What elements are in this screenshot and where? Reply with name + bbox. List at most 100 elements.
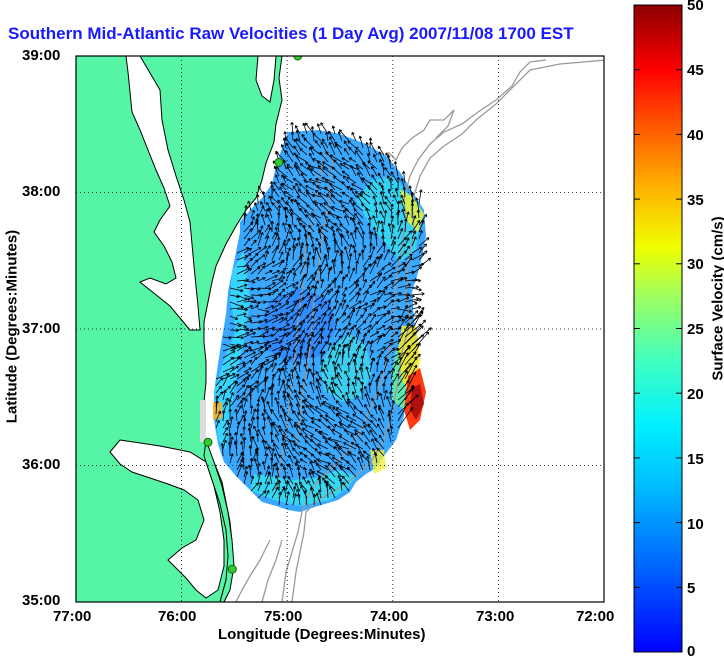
velocity-vector: [239, 399, 245, 415]
velocity-vector: [264, 338, 279, 345]
velocity-vector: [404, 334, 425, 352]
velocity-vector: [243, 351, 257, 359]
velocity-vector: [264, 250, 269, 261]
velocity-vector: [397, 304, 408, 324]
velocity-vector: [250, 266, 261, 275]
velocity-vector: [325, 452, 336, 464]
velocity-vector: [339, 199, 350, 205]
velocity-vector: [236, 322, 247, 328]
velocity-vector: [312, 132, 322, 142]
velocity-vector: [295, 403, 301, 415]
velocity-vector: [292, 185, 301, 198]
velocity-vector: [256, 380, 260, 394]
velocity-vector: [299, 292, 311, 303]
velocity-vector: [222, 397, 229, 408]
velocity-vector: [369, 298, 377, 310]
x-tick-label: 77:00: [53, 608, 92, 625]
velocity-vector: [320, 283, 332, 296]
velocity-vector: [369, 242, 373, 254]
velocity-vector: [285, 442, 294, 457]
velocity-vector: [318, 192, 329, 205]
velocity-vector: [411, 292, 425, 296]
velocity-vector: [369, 349, 374, 359]
velocity-vector: [294, 161, 301, 170]
velocity-vector: [337, 447, 350, 457]
velocity-vector: [229, 315, 239, 320]
velocity-vector: [282, 475, 287, 485]
velocity-vector: [329, 136, 336, 149]
velocity-yellow-south: [370, 450, 386, 474]
velocity-vector: [411, 219, 421, 233]
velocity-vector: [315, 185, 329, 191]
velocity-vector: [320, 359, 325, 373]
velocity-vector: [306, 276, 315, 289]
velocity-vector: [285, 224, 292, 240]
velocity-vector: [315, 378, 322, 394]
velocity-vector: [331, 205, 343, 212]
velocity-vector: [308, 152, 315, 163]
velocity-vector: [366, 455, 371, 471]
velocity-vector: [215, 377, 224, 387]
velocity-vector: [271, 316, 285, 324]
velocity-vector: [411, 236, 417, 247]
velocity-vector: [293, 145, 301, 156]
velocity-vector: [396, 176, 401, 191]
velocity-vector: [266, 416, 273, 429]
velocity-vector: [321, 138, 329, 149]
velocity-vector: [346, 343, 350, 359]
velocity-vector: [357, 456, 364, 471]
velocity-vector: [304, 122, 315, 135]
velocity-vector: [338, 129, 350, 142]
gridlines: [76, 56, 604, 602]
velocity-vector: [341, 299, 347, 310]
velocity-vector: [362, 266, 367, 282]
velocity-vector: [299, 163, 308, 170]
velocity-vector: [243, 257, 253, 268]
velocity-vector: [292, 309, 302, 317]
velocity-vector: [305, 404, 315, 415]
velocity-vector: [304, 352, 308, 366]
velocity-vector: [269, 457, 274, 471]
colorbar-tick-label: 20: [687, 386, 704, 403]
velocity-vector: [264, 282, 276, 289]
velocity-vector: [303, 137, 315, 149]
velocity-vector: [404, 237, 410, 247]
velocity-vector: [243, 471, 249, 485]
velocity-vector: [250, 340, 260, 345]
velocity-vector: [327, 211, 343, 219]
velocity-vector: [308, 178, 322, 184]
velocity-vector: [397, 322, 410, 345]
velocity-vector: [397, 406, 414, 429]
velocity-vector: [278, 282, 287, 289]
velocity-vector: [292, 334, 301, 345]
velocity-vector: [229, 453, 234, 464]
velocity-vector: [347, 140, 357, 149]
velocity-vector: [360, 249, 365, 261]
velocity-vector: [313, 294, 324, 303]
velocity-vector: [382, 242, 387, 254]
velocity-vector: [374, 379, 379, 394]
velocity-vector: [338, 435, 350, 443]
velocity-vector: [313, 340, 321, 352]
velocity-vector: [240, 441, 245, 457]
velocity-vector: [367, 160, 378, 170]
velocity-vector: [280, 463, 287, 471]
colorbar-tick-label: 40: [687, 127, 704, 144]
velocity-vector: [229, 365, 239, 373]
velocity-vector: [229, 394, 240, 408]
y-tick-label: 35:00: [22, 592, 61, 609]
velocity-vector: [299, 339, 305, 352]
velocity-vector: [336, 412, 350, 422]
velocity-vector: [296, 425, 308, 436]
velocity-vector: [397, 402, 409, 422]
velocity-vector: [299, 207, 308, 219]
velocity-vector: [257, 254, 266, 261]
velocity-vector: [375, 361, 380, 373]
velocity-vector: [360, 381, 365, 394]
velocity-vector: [264, 260, 276, 268]
velocity-vector: [321, 176, 336, 184]
velocity-vector: [236, 421, 241, 436]
velocity-vector: [364, 393, 371, 408]
velocity-vector: [368, 216, 372, 226]
velocity-vector: [383, 249, 390, 261]
